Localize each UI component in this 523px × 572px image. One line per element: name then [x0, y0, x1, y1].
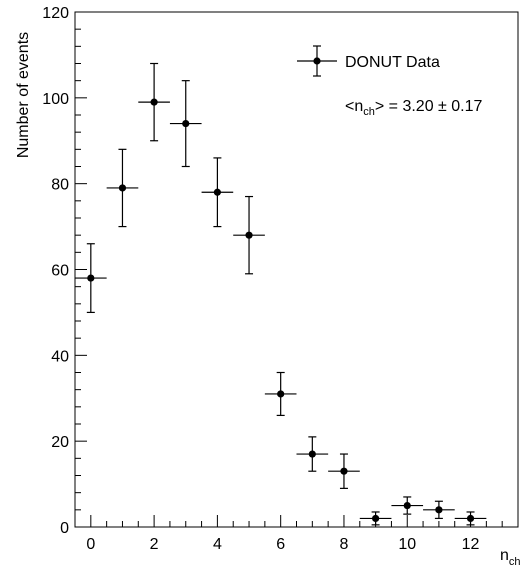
data-point	[340, 467, 348, 475]
data-point	[150, 98, 158, 106]
axes-layer: 0 20 40 60 80 100 120 0 2 4 6 8 10 12	[42, 5, 519, 553]
data-point	[182, 119, 190, 128]
x-tick-label: 2	[150, 536, 159, 553]
data-point	[466, 514, 475, 523]
x-axis-title: nch	[500, 547, 521, 568]
svg-text:<nch> = 3.20 ± 0.17: <nch> = 3.20 ± 0.17	[345, 98, 483, 118]
data-point	[372, 514, 380, 523]
data-point	[277, 390, 285, 398]
data-layer	[75, 62, 487, 526]
x-tick-label: 6	[276, 536, 285, 553]
data-point	[87, 274, 95, 282]
data-point	[245, 231, 253, 239]
data-point	[435, 506, 443, 514]
y-tick-label: 120	[42, 5, 69, 22]
data-point	[308, 450, 316, 458]
data-point	[213, 188, 221, 196]
x-tick-label: 0	[86, 536, 95, 553]
legend-marker-dot	[313, 57, 321, 65]
annotation-mean: <nch> = 3.20 ± 0.17	[345, 98, 483, 118]
y-axis-title: Number of events	[15, 32, 32, 158]
data-point	[118, 184, 127, 192]
y-tick-label: 80	[51, 177, 69, 194]
y-tick-label: 40	[51, 348, 69, 365]
x-tick-label: 10	[398, 536, 416, 553]
data-point	[403, 501, 411, 510]
legend: DONUT Data	[297, 45, 440, 77]
y-tick-label: 20	[51, 434, 69, 451]
annotation-sub: ch	[363, 106, 375, 118]
x-tick-label: 8	[340, 536, 349, 553]
x-tick-label: 4	[213, 536, 222, 553]
svg-text:nch: nch	[500, 547, 521, 568]
plot-frame	[74, 11, 519, 528]
annotation-prefix: <n	[345, 98, 363, 115]
x-axis-title-sub: ch	[509, 556, 521, 568]
annotation-suffix: > = 3.20 ± 0.17	[375, 98, 483, 115]
y-tick-label: 60	[51, 263, 69, 280]
legend-label: DONUT Data	[345, 54, 440, 71]
y-tick-label: 0	[60, 520, 69, 537]
x-axis-title-main: n	[500, 547, 509, 564]
y-tick-label: 100	[42, 91, 69, 108]
x-tick-label: 12	[462, 536, 480, 553]
